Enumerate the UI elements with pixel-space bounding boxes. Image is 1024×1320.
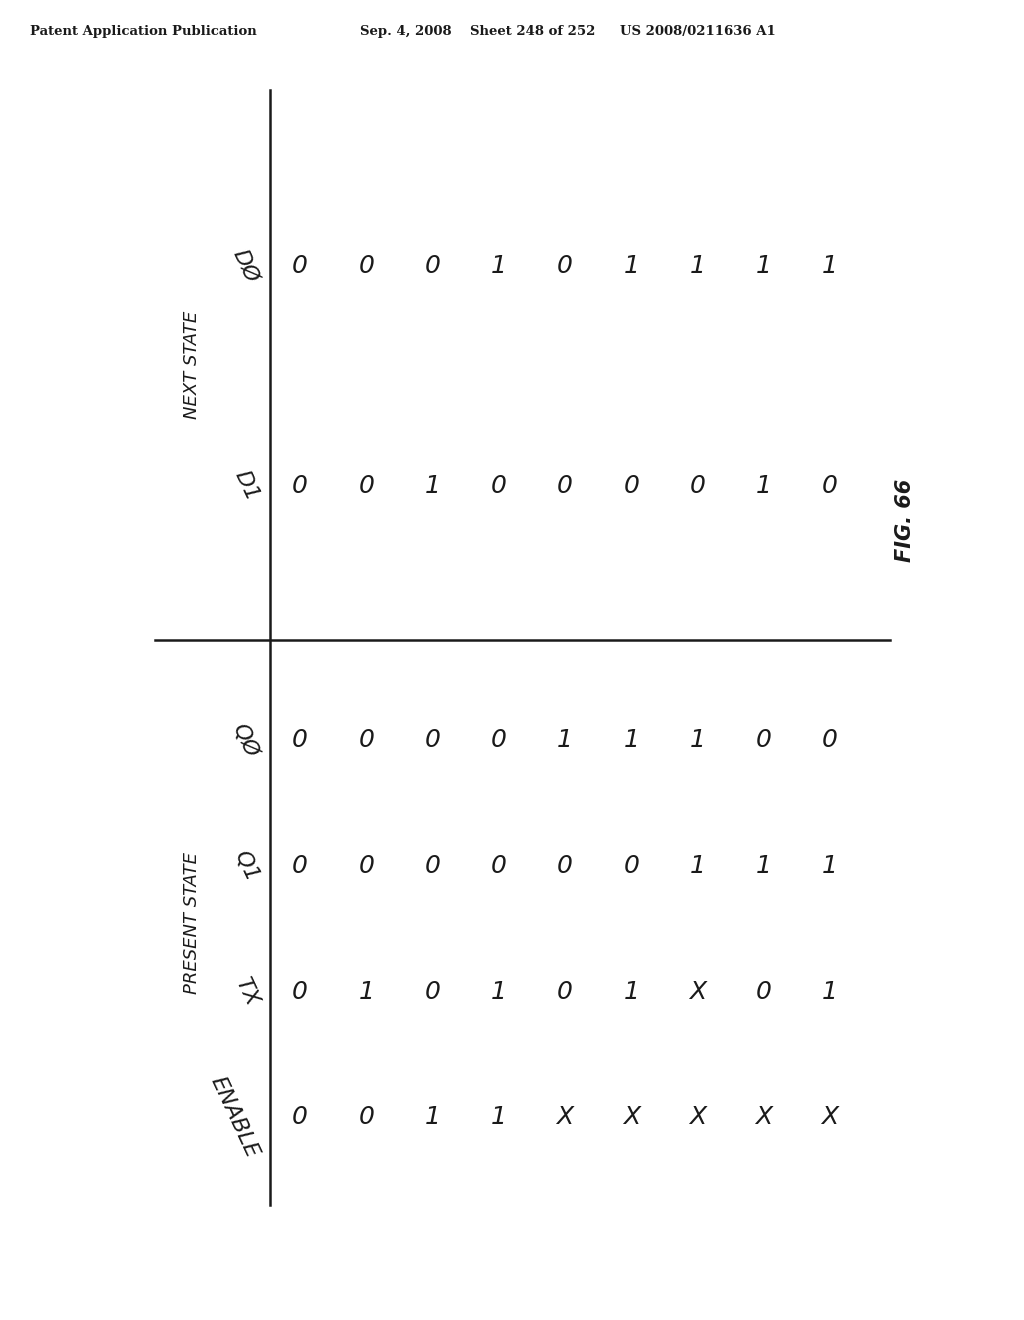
Text: 0: 0 (624, 474, 639, 498)
Text: 1: 1 (756, 253, 772, 279)
Text: QØ: QØ (229, 721, 262, 760)
Text: 0: 0 (358, 729, 374, 752)
Text: 1: 1 (689, 729, 706, 752)
Text: X: X (821, 1105, 839, 1129)
Text: 1: 1 (490, 979, 507, 1003)
Text: 0: 0 (490, 729, 507, 752)
Text: ENABLE: ENABLE (207, 1073, 262, 1162)
Text: Patent Application Publication: Patent Application Publication (30, 25, 257, 38)
Text: X: X (623, 1105, 640, 1129)
Text: Sep. 4, 2008: Sep. 4, 2008 (360, 25, 452, 38)
Text: 1: 1 (822, 854, 838, 878)
Text: 0: 0 (557, 979, 573, 1003)
Text: 1: 1 (358, 979, 374, 1003)
Text: D1: D1 (230, 467, 262, 504)
Text: 0: 0 (358, 474, 374, 498)
Text: 0: 0 (292, 1105, 308, 1129)
Text: X: X (689, 979, 707, 1003)
Text: 0: 0 (822, 729, 838, 752)
Text: 0: 0 (557, 253, 573, 279)
Text: DØ: DØ (229, 246, 262, 286)
Text: 0: 0 (425, 729, 440, 752)
Text: 0: 0 (490, 854, 507, 878)
Text: 0: 0 (557, 474, 573, 498)
Text: 0: 0 (425, 253, 440, 279)
Text: 0: 0 (624, 854, 639, 878)
Text: 0: 0 (689, 474, 706, 498)
Text: 0: 0 (292, 979, 308, 1003)
Text: Q1: Q1 (230, 847, 262, 884)
Text: 0: 0 (756, 979, 772, 1003)
Text: 0: 0 (425, 854, 440, 878)
Text: 0: 0 (292, 729, 308, 752)
Text: X: X (556, 1105, 573, 1129)
Text: NEXT STATE: NEXT STATE (183, 312, 201, 420)
Text: 1: 1 (490, 253, 507, 279)
Text: 1: 1 (624, 729, 639, 752)
Text: 0: 0 (358, 854, 374, 878)
Text: 1: 1 (425, 474, 440, 498)
Text: 1: 1 (425, 1105, 440, 1129)
Text: 1: 1 (756, 474, 772, 498)
Text: 0: 0 (425, 979, 440, 1003)
Text: 0: 0 (358, 253, 374, 279)
Text: 1: 1 (490, 1105, 507, 1129)
Text: 1: 1 (689, 854, 706, 878)
Text: X: X (755, 1105, 772, 1129)
Text: 1: 1 (624, 253, 639, 279)
Text: 0: 0 (358, 1105, 374, 1129)
Text: FIG. 66: FIG. 66 (895, 478, 915, 561)
Text: 1: 1 (557, 729, 573, 752)
Text: 0: 0 (292, 474, 308, 498)
Text: 1: 1 (624, 979, 639, 1003)
Text: PRESENT STATE: PRESENT STATE (183, 851, 201, 994)
Text: TX: TX (231, 974, 262, 1008)
Text: 1: 1 (822, 979, 838, 1003)
Text: 0: 0 (557, 854, 573, 878)
Text: 1: 1 (822, 253, 838, 279)
Text: 0: 0 (292, 253, 308, 279)
Text: 0: 0 (756, 729, 772, 752)
Text: US 2008/0211636 A1: US 2008/0211636 A1 (620, 25, 776, 38)
Text: Sheet 248 of 252: Sheet 248 of 252 (470, 25, 595, 38)
Text: 0: 0 (292, 854, 308, 878)
Text: 0: 0 (822, 474, 838, 498)
Text: 1: 1 (689, 253, 706, 279)
Text: 0: 0 (490, 474, 507, 498)
Text: 1: 1 (756, 854, 772, 878)
Text: X: X (689, 1105, 707, 1129)
